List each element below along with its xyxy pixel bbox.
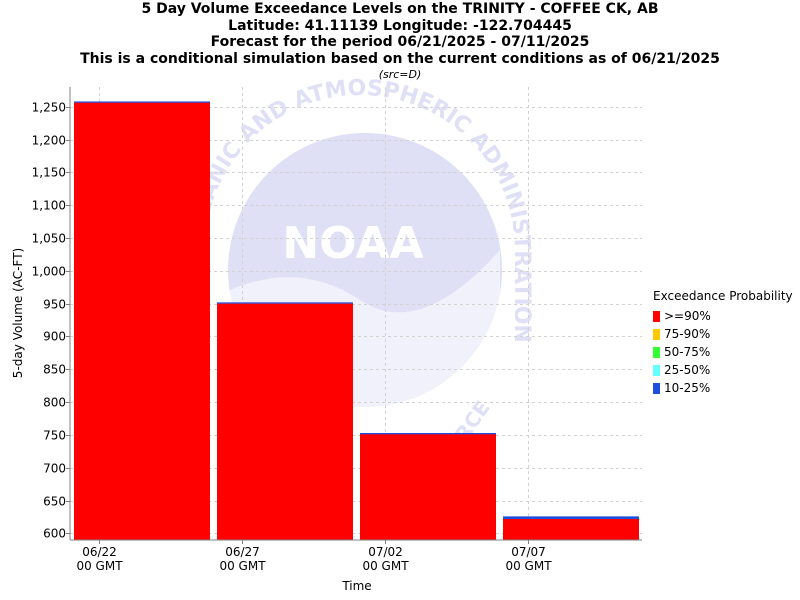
bars-group (74, 101, 639, 540)
simulation-note: This is a conditional simulation based o… (80, 50, 720, 67)
y-tick-label: 1,250 (32, 101, 66, 115)
y-tick-label: 1,050 (32, 232, 66, 246)
y-tick-label: 750 (43, 429, 66, 443)
source-code: (src=D) (378, 68, 422, 81)
legend-label: 50-75% (664, 345, 711, 359)
y-tick-label: 900 (43, 330, 66, 344)
y-axis-title: 5-day Volume (AC-FT) (11, 248, 25, 378)
y-tick-label: 1,200 (32, 134, 66, 148)
bar-segment-10-25 (503, 516, 639, 519)
x-tick-label: 07/02 (368, 545, 403, 559)
legend-swatch (653, 346, 660, 358)
legend-swatch (653, 310, 660, 322)
y-tick-label: 1,150 (32, 166, 66, 180)
bar-segment-10-25 (217, 302, 353, 304)
x-tick-label: 07/07 (511, 545, 546, 559)
x-tick-label-gmt: 00 GMT (505, 559, 552, 573)
y-tick-label: 800 (43, 396, 66, 410)
legend-item: 50-75% (653, 343, 793, 361)
y-tick-label: 1,000 (32, 265, 66, 279)
bar-segment-ge90 (503, 518, 639, 540)
y-tick-label: 600 (43, 527, 66, 541)
x-tick-label-gmt: 00 GMT (362, 559, 409, 573)
legend-swatch (653, 364, 660, 376)
legend-label: 10-25% (664, 381, 711, 395)
legend-item: 25-50% (653, 361, 793, 379)
x-tick-label: 06/27 (225, 545, 260, 559)
bar-segment-ge90 (360, 434, 496, 540)
y-tick-label: 950 (43, 298, 66, 312)
legend-swatch (653, 328, 660, 340)
watermark-logo-text: NOAA (282, 218, 423, 269)
y-tick-label: 700 (43, 462, 66, 476)
bar-segment-ge90 (74, 102, 210, 540)
y-tick-label: 650 (43, 495, 66, 509)
legend: Exceedance Probability >=90% 75-90% 50-7… (653, 289, 793, 397)
legend-swatch (653, 382, 660, 394)
bar-segment-10-25 (74, 101, 210, 103)
y-tick-label: 850 (43, 363, 66, 377)
legend-label: 25-50% (664, 363, 711, 377)
x-tick-label-gmt: 00 GMT (219, 559, 266, 573)
x-tick-label: 06/22 (82, 545, 117, 559)
legend-title: Exceedance Probability (653, 289, 793, 303)
bar-segment-10-25 (360, 432, 496, 435)
legend-label: 75-90% (664, 327, 711, 341)
legend-label: >=90% (664, 309, 711, 323)
chart-titles: 5 Day Volume Exceedance Levels on the TR… (0, 1, 800, 82)
x-tick-label-gmt: 00 GMT (76, 559, 123, 573)
legend-item: 75-90% (653, 325, 793, 343)
forecast-period-subtitle: Forecast for the period 06/21/2025 - 07/… (210, 34, 590, 50)
location-subtitle: Latitude: 41.11139 Longitude: -122.70444… (228, 17, 572, 34)
legend-item: 10-25% (653, 379, 793, 397)
y-tick-label: 1,100 (32, 199, 66, 213)
legend-item: >=90% (653, 307, 793, 325)
bar-segment-ge90 (217, 303, 353, 540)
grid-lines (70, 87, 642, 540)
chart-title: 5 Day Volume Exceedance Levels on the TR… (141, 1, 659, 17)
x-axis-title: Time (341, 579, 371, 593)
y-axis-ticks: 600 650 700 750 800 850 900 950 1,000 1,050 1,100 1… (32, 101, 70, 541)
